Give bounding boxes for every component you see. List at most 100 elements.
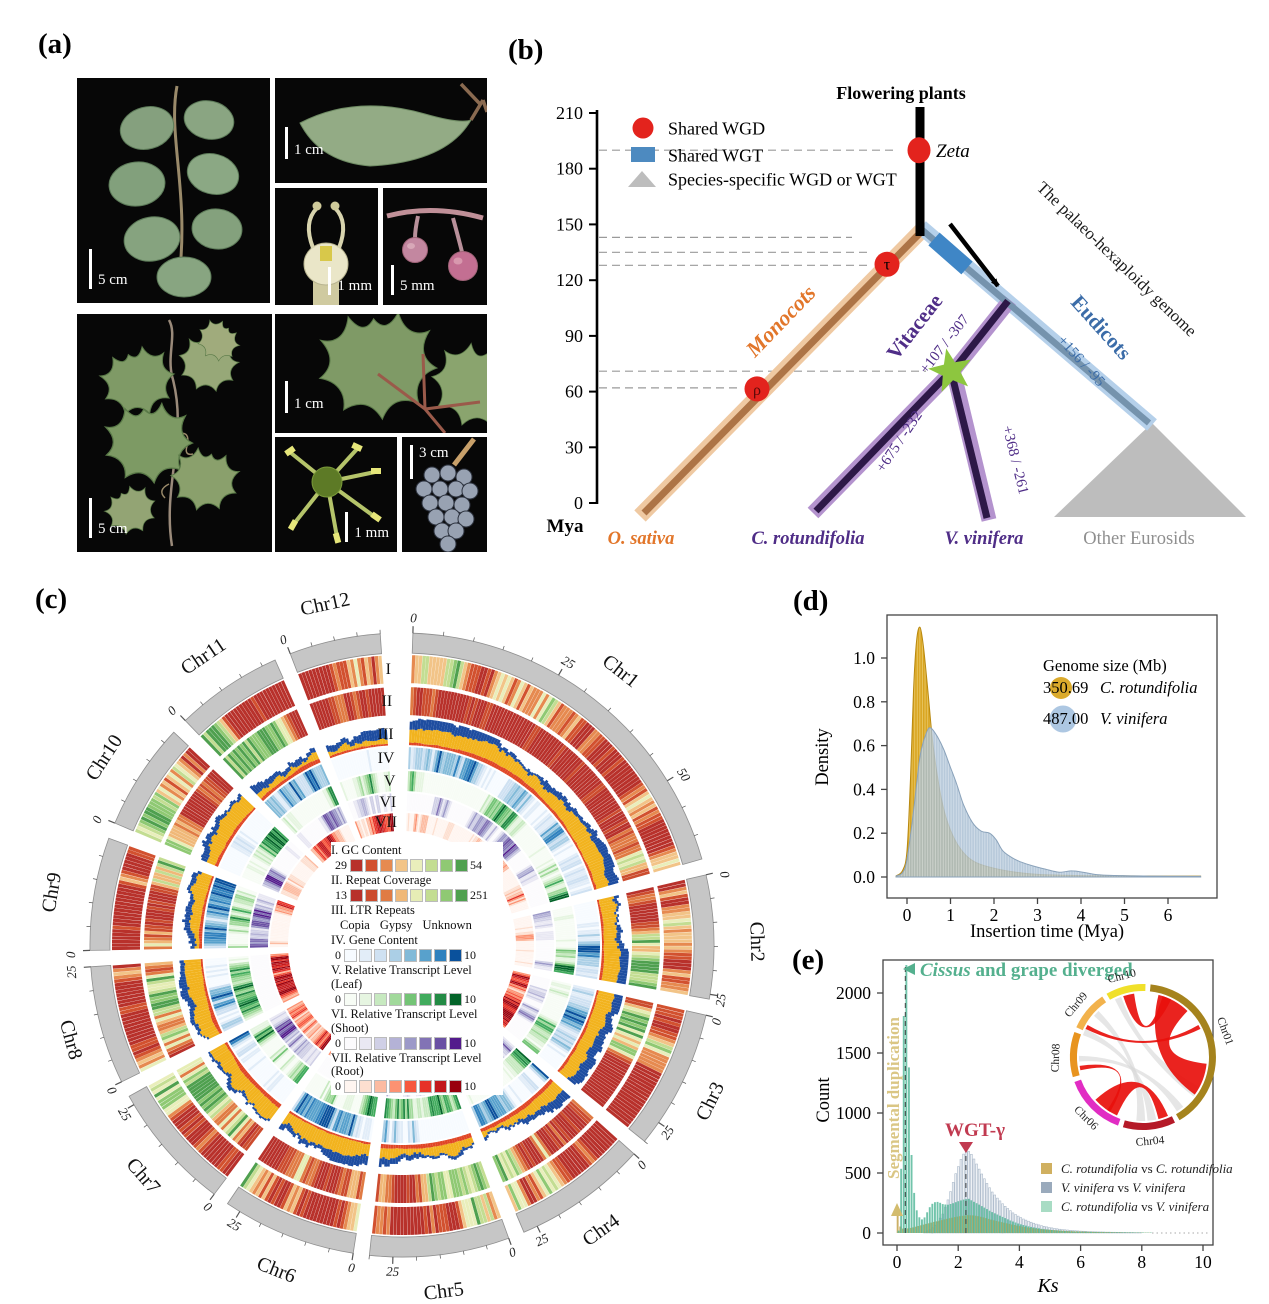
- svg-text:6: 6: [1164, 905, 1173, 925]
- svg-text:5: 5: [1120, 905, 1129, 925]
- svg-text:Species-specific WGD or WGT: Species-specific WGD or WGT: [668, 170, 897, 190]
- svg-text:25: 25: [386, 1264, 400, 1279]
- svg-text:25: 25: [63, 965, 79, 980]
- svg-text:0: 0: [277, 631, 289, 648]
- svg-text:τ: τ: [884, 256, 891, 273]
- scale-bar: 1 cm: [285, 127, 324, 159]
- panel-d-label: (d): [793, 585, 829, 617]
- svg-text:Chr11: Chr11: [177, 634, 230, 680]
- panel-e-ks-histogram: 0 2 4 6 8 10 0 500 1000 1500 2000 Ks Count Cissus and…: [814, 959, 1235, 1297]
- vitis-leaf-illustration: [313, 314, 487, 433]
- svg-text:2000: 2000: [836, 983, 871, 1003]
- svg-text:180: 180: [556, 159, 583, 179]
- svg-text:0: 0: [717, 870, 733, 880]
- svg-text:Other Eurosids: Other Eurosids: [1083, 529, 1195, 549]
- svg-text:0: 0: [862, 1223, 871, 1243]
- scale-bar: 3 cm: [410, 445, 449, 479]
- scale-bar: 1 cm: [285, 381, 324, 413]
- panel-c-label: (c): [35, 583, 68, 615]
- svg-text:8: 8: [1137, 1252, 1146, 1272]
- svg-text:2: 2: [990, 905, 999, 925]
- svg-text:3: 3: [1033, 905, 1042, 925]
- svg-text:Chr1: Chr1: [598, 650, 643, 692]
- svg-text:Chr5: Chr5: [423, 1278, 465, 1304]
- svg-text:Count: Count: [814, 1077, 834, 1123]
- svg-text:Chr04: Chr04: [1135, 1134, 1165, 1148]
- svg-text:350.69: 350.69: [1043, 678, 1088, 697]
- svg-text:Chr6: Chr6: [254, 1253, 299, 1288]
- c-legend-row: 13 251: [335, 887, 488, 902]
- c-legend-title: VII. Relative Transcript Level (Root): [331, 1050, 482, 1079]
- scale-bar: 5 cm: [89, 249, 128, 289]
- photo-cissus-fruits: 5 mm: [383, 188, 487, 305]
- svg-text:VII: VII: [375, 814, 397, 831]
- svg-text:O. sativa: O. sativa: [608, 529, 675, 549]
- svg-text:Chr10: Chr10: [81, 731, 127, 785]
- svg-text:60: 60: [565, 382, 583, 402]
- c-legend-title: III. LTR Repeats: [331, 902, 415, 917]
- svg-text:Chr7: Chr7: [122, 1154, 165, 1199]
- svg-text:C. rotundifolia vs C. rotundif: C. rotundifolia vs C. rotundifolia: [1061, 1161, 1233, 1176]
- panel-b-phylogeny: 210 180 150 120 90 60 30 0 Mya Zeta τ ρ Flowering pl…: [547, 83, 1246, 549]
- svg-text:C. rotundifolia: C. rotundifolia: [751, 529, 864, 549]
- c-legend-row: 0 10: [335, 948, 476, 963]
- scale-bar-label: 5 cm: [98, 272, 128, 288]
- svg-text:25: 25: [657, 1122, 677, 1142]
- svg-text:Chr01: Chr01: [1214, 1016, 1235, 1047]
- svg-text:10: 10: [1194, 1252, 1212, 1272]
- svg-text:0: 0: [89, 813, 106, 825]
- svg-text:WGT-γ: WGT-γ: [945, 1120, 1005, 1141]
- scale-bar-label: 1 cm: [294, 142, 324, 158]
- scale-bar: 5 mm: [391, 265, 435, 295]
- panel-a-label: (a): [38, 28, 72, 60]
- svg-text:120: 120: [556, 270, 583, 290]
- photo-cissus-branch: 5 cm: [77, 78, 270, 303]
- svg-text:V. vinifera vs V. vinifera: V. vinifera vs V. vinifera: [1061, 1180, 1186, 1195]
- svg-text:25: 25: [533, 1230, 552, 1249]
- svg-text:90: 90: [565, 326, 583, 346]
- svg-text:Cissus and grape diverged: Cissus and grape diverged: [920, 960, 1133, 981]
- svg-text:C. rotundifolia vs V. vinifera: C. rotundifolia vs V. vinifera: [1061, 1199, 1210, 1214]
- svg-text:4: 4: [1015, 1252, 1024, 1272]
- svg-text:1000: 1000: [836, 1103, 871, 1123]
- svg-text:V. vinifera: V. vinifera: [945, 529, 1024, 549]
- svg-text:ρ: ρ: [753, 382, 761, 399]
- svg-text:25: 25: [712, 992, 729, 1008]
- scale-bar-label: 1 mm: [354, 525, 389, 541]
- scale-bar-label: 1 mm: [337, 278, 372, 294]
- svg-text:0: 0: [63, 951, 78, 958]
- photo-cissus-flower: 1 mm: [275, 188, 378, 305]
- svg-text:Shared WGD: Shared WGD: [668, 119, 765, 139]
- svg-text:0.4: 0.4: [853, 779, 875, 799]
- svg-text:IV: IV: [378, 750, 395, 767]
- photo-vitis-flower: 1 mm: [275, 437, 397, 552]
- circos-legend: I. GC Content 29 54 II. Repeat Coverage 13 25…: [331, 842, 503, 1096]
- svg-text:50: 50: [674, 765, 694, 784]
- photo-vitis-shoot: 5 cm: [77, 314, 272, 552]
- svg-text:25: 25: [115, 1105, 135, 1124]
- svg-text:6: 6: [1076, 1252, 1085, 1272]
- svg-text:Chr12: Chr12: [298, 588, 352, 620]
- svg-text:Ks: Ks: [1036, 1275, 1058, 1297]
- svg-text:2: 2: [954, 1252, 963, 1272]
- svg-text:150: 150: [556, 214, 583, 234]
- scale-bar: 1 mm: [328, 267, 372, 295]
- svg-text:0: 0: [164, 703, 179, 719]
- scale-bar: 5 cm: [89, 498, 128, 538]
- cissus-leaf-illustration: [299, 82, 487, 167]
- svg-text:30: 30: [565, 437, 583, 457]
- svg-text:4: 4: [1077, 905, 1086, 925]
- svg-text:0: 0: [201, 1199, 216, 1215]
- c-legend-title: V. Relative Transcript Level (Leaf): [331, 963, 472, 992]
- c-legend-row: Copia Gypsy Unknown: [340, 917, 472, 932]
- svg-text:1500: 1500: [836, 1043, 871, 1063]
- scale-bar-label: 1 cm: [294, 396, 324, 412]
- svg-text:Mya: Mya: [547, 516, 584, 537]
- cissus-flower-illustration: [303, 201, 349, 305]
- panel-e-label: (e): [792, 944, 825, 976]
- svg-text:25: 25: [225, 1215, 244, 1235]
- svg-text:Genome size (Mb): Genome size (Mb): [1043, 656, 1167, 675]
- svg-text:1: 1: [946, 905, 955, 925]
